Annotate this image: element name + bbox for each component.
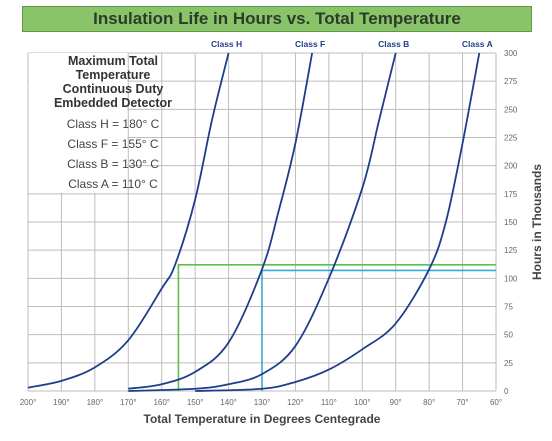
class-f-155-marker-line (177, 264, 496, 391)
y-tick-label: 150 (504, 218, 518, 227)
x-tick-label: 70° (457, 398, 469, 407)
x-tick-label: 190° (53, 398, 70, 407)
class-b-limit: Class B = 130° C (67, 157, 159, 171)
class-b-curve (128, 52, 397, 392)
y-tick-label: 0 (504, 387, 509, 396)
info-box-background (29, 53, 128, 193)
x-tick-label: 100° (354, 398, 371, 407)
info-heading-line: Continuous Duty (62, 82, 164, 96)
y-tick-label: 225 (504, 134, 518, 143)
chart-title: Insulation Life in Hours vs. Total Tempe… (93, 9, 461, 28)
y-tick-label: 75 (504, 303, 513, 312)
class-a-curve (195, 52, 481, 392)
x-tick-label: 90° (390, 398, 402, 407)
class-b-label: Class B (378, 39, 409, 49)
x-tick-label: 110° (321, 398, 337, 407)
y-tick-label: 50 (504, 331, 513, 340)
x-tick-label: 120° (287, 398, 304, 407)
info-box-classes: Class H = 180° C Class F = 155° C Class … (38, 114, 188, 194)
info-heading-line: Maximum Total (67, 54, 159, 68)
class-a-limit: Class A = 110° C (68, 177, 158, 191)
class-h-curve (27, 52, 230, 389)
x-tick-label: 130° (254, 398, 271, 407)
y-axis-title: Hours in Thousands (530, 164, 544, 280)
x-axis-title: Total Temperature in Degrees Centegrade (144, 412, 381, 426)
x-tick-label: 80° (423, 398, 435, 407)
y-tick-label: 125 (504, 246, 518, 255)
y-tick-label: 250 (504, 105, 518, 114)
y-tick-label: 300 (504, 49, 518, 58)
x-tick-label: 160° (153, 398, 170, 407)
y-tick-label: 200 (504, 162, 518, 171)
class-h-limit: Class H = 180° C (66, 117, 160, 131)
y-tick-label: 25 (504, 359, 513, 368)
class-h-label: Class H (211, 39, 242, 49)
x-tick-label: 150° (187, 398, 204, 407)
x-tick-label: 170° (120, 398, 137, 407)
x-tick-label: 140° (220, 398, 237, 407)
y-tick-label: 275 (504, 77, 518, 86)
info-heading-line: Temperature (75, 68, 151, 82)
x-tick-label: 60° (490, 398, 502, 407)
info-heading-line: Embedded Detector (53, 96, 173, 110)
y-tick-label: 100 (504, 274, 518, 283)
info-box-heading: Maximum Total Temperature Continuous Dut… (38, 54, 188, 110)
class-f-curve (128, 52, 314, 390)
x-tick-label: 200° (20, 398, 37, 407)
x-tick-label: 180° (87, 398, 104, 407)
class-f-limit: Class F = 155° C (67, 137, 159, 151)
y-tick-label: 175 (504, 190, 518, 199)
chart-title-bar: Insulation Life in Hours vs. Total Tempe… (22, 6, 532, 32)
class-a-label: Class A (462, 39, 493, 49)
class-f-label: Class F (295, 39, 325, 49)
